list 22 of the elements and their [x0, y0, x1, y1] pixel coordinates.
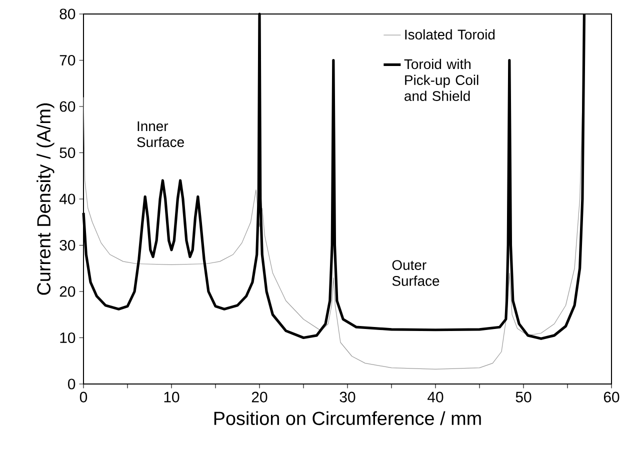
- x-tick-label: 30: [340, 392, 356, 402]
- y-tick-label: 60: [60, 101, 76, 112]
- y-tick-label: 40: [59, 194, 76, 204]
- x-tick-label: 60: [604, 392, 620, 402]
- x-axis-title: Position on Circumference / mm: [214, 411, 481, 426]
- x-tick-label: 50: [516, 392, 532, 402]
- annotation: Outer Surface: [392, 260, 440, 286]
- annotation: Inner Surface: [137, 121, 184, 148]
- x-tick-label: 40: [428, 392, 444, 402]
- y-tick-label: 0: [68, 378, 76, 390]
- y-tick-label: 20: [60, 286, 76, 297]
- legend-label: Toroid with Pick-up Coil and Shield: [404, 58, 478, 101]
- y-axis-title: Current Density / (A/m): [36, 103, 54, 295]
- y-tick-label: 10: [60, 332, 76, 344]
- y-tick-label: 50: [60, 147, 76, 158]
- y-tick-label: 70: [60, 54, 76, 66]
- x-tick-label: 10: [164, 392, 180, 402]
- x-tick-label: 20: [252, 392, 268, 402]
- legend-label: Isolated Toroid: [405, 29, 495, 40]
- x-tick-label: 0: [80, 392, 88, 402]
- y-tick-label: 80: [60, 8, 76, 20]
- y-tick-label: 30: [60, 240, 76, 251]
